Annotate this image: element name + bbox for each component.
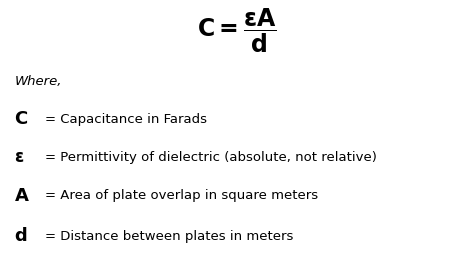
Text: $\mathbf{d}$: $\mathbf{d}$ — [14, 227, 27, 245]
Text: = Distance between plates in meters: = Distance between plates in meters — [45, 230, 293, 243]
Text: = Permittivity of dielectric (absolute, not relative): = Permittivity of dielectric (absolute, … — [45, 151, 377, 164]
Text: $\mathbf{C = \dfrac{\varepsilon A}{d}}$: $\mathbf{C = \dfrac{\varepsilon A}{d}}$ — [197, 6, 277, 55]
Text: = Area of plate overlap in square meters: = Area of plate overlap in square meters — [45, 189, 318, 202]
Text: $\mathbf{A}$: $\mathbf{A}$ — [14, 187, 30, 204]
Text: $\mathbf{C}$: $\mathbf{C}$ — [14, 110, 28, 128]
Text: Where,: Where, — [14, 75, 62, 88]
Text: $\boldsymbol{\varepsilon}$: $\boldsymbol{\varepsilon}$ — [14, 149, 24, 166]
Text: = Capacitance in Farads: = Capacitance in Farads — [45, 113, 207, 126]
